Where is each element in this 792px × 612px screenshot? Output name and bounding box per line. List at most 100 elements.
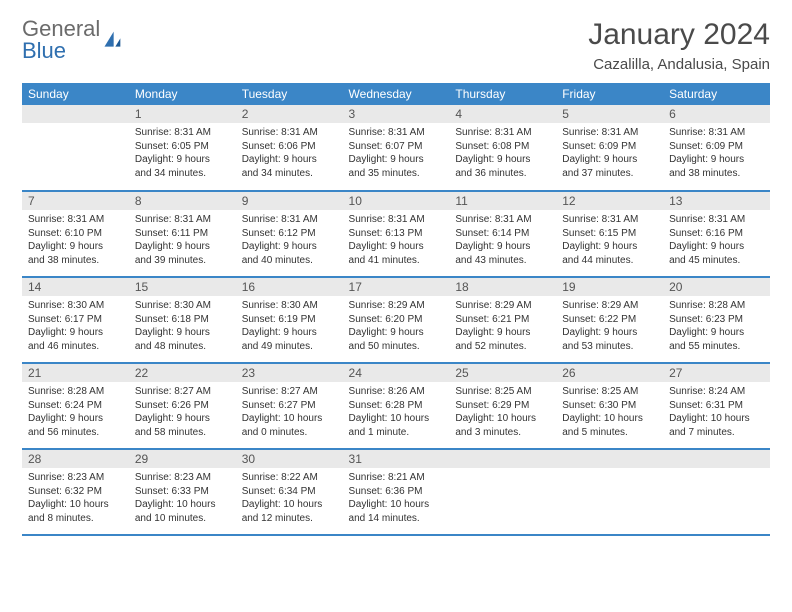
day-detail-line: and 40 minutes. xyxy=(242,254,337,268)
day-number xyxy=(22,105,129,123)
day-number: 4 xyxy=(449,105,556,123)
day-detail-line: Daylight: 9 hours xyxy=(242,240,337,254)
weekday-header-row: SundayMondayTuesdayWednesdayThursdayFrid… xyxy=(22,83,770,105)
month-title: January 2024 xyxy=(588,18,770,52)
day-number: 23 xyxy=(236,364,343,382)
calendar-day-cell xyxy=(449,449,556,535)
day-detail-line: Sunrise: 8:31 AM xyxy=(455,126,550,140)
day-detail-line: and 55 minutes. xyxy=(669,340,764,354)
day-detail-line: Daylight: 9 hours xyxy=(28,412,123,426)
day-detail-line: and 56 minutes. xyxy=(28,426,123,440)
day-number: 28 xyxy=(22,450,129,468)
day-number: 27 xyxy=(663,364,770,382)
day-detail-line: Sunrise: 8:31 AM xyxy=(349,213,444,227)
day-details: Sunrise: 8:23 AMSunset: 6:32 PMDaylight:… xyxy=(22,468,129,528)
day-detail-line: Sunset: 6:34 PM xyxy=(242,485,337,499)
day-detail-line: Daylight: 9 hours xyxy=(455,153,550,167)
day-details: Sunrise: 8:31 AMSunset: 6:07 PMDaylight:… xyxy=(343,123,450,183)
logo-bottom-word: Blue xyxy=(22,40,66,62)
day-detail-line: and 43 minutes. xyxy=(455,254,550,268)
day-detail-line: Daylight: 9 hours xyxy=(349,326,444,340)
calendar-day-cell: 27Sunrise: 8:24 AMSunset: 6:31 PMDayligh… xyxy=(663,363,770,449)
calendar-week-row: 7Sunrise: 8:31 AMSunset: 6:10 PMDaylight… xyxy=(22,191,770,277)
day-number: 31 xyxy=(343,450,450,468)
calendar-day-cell: 4Sunrise: 8:31 AMSunset: 6:08 PMDaylight… xyxy=(449,105,556,191)
day-detail-line: Sunrise: 8:28 AM xyxy=(28,385,123,399)
day-number: 24 xyxy=(343,364,450,382)
day-details: Sunrise: 8:24 AMSunset: 6:31 PMDaylight:… xyxy=(663,382,770,442)
weekday-header: Friday xyxy=(556,83,663,105)
day-detail-line: Sunrise: 8:28 AM xyxy=(669,299,764,313)
day-detail-line: Daylight: 9 hours xyxy=(455,240,550,254)
day-number xyxy=(556,450,663,468)
day-detail-line: Sunset: 6:31 PM xyxy=(669,399,764,413)
day-detail-line: Sunrise: 8:29 AM xyxy=(455,299,550,313)
day-detail-line: Sunset: 6:12 PM xyxy=(242,227,337,241)
calendar-day-cell: 25Sunrise: 8:25 AMSunset: 6:29 PMDayligh… xyxy=(449,363,556,449)
day-detail-line: Sunset: 6:09 PM xyxy=(562,140,657,154)
day-detail-line: Daylight: 9 hours xyxy=(135,153,230,167)
day-detail-line: and 12 minutes. xyxy=(242,512,337,526)
day-detail-line: Sunset: 6:07 PM xyxy=(349,140,444,154)
calendar-day-cell: 31Sunrise: 8:21 AMSunset: 6:36 PMDayligh… xyxy=(343,449,450,535)
day-number: 11 xyxy=(449,192,556,210)
day-detail-line: Sunrise: 8:25 AM xyxy=(562,385,657,399)
day-details: Sunrise: 8:31 AMSunset: 6:09 PMDaylight:… xyxy=(663,123,770,183)
day-detail-line: and 39 minutes. xyxy=(135,254,230,268)
calendar-day-cell: 16Sunrise: 8:30 AMSunset: 6:19 PMDayligh… xyxy=(236,277,343,363)
day-details: Sunrise: 8:31 AMSunset: 6:16 PMDaylight:… xyxy=(663,210,770,270)
calendar-day-cell: 12Sunrise: 8:31 AMSunset: 6:15 PMDayligh… xyxy=(556,191,663,277)
day-detail-line: Sunset: 6:26 PM xyxy=(135,399,230,413)
calendar-day-cell: 1Sunrise: 8:31 AMSunset: 6:05 PMDaylight… xyxy=(129,105,236,191)
day-number: 30 xyxy=(236,450,343,468)
day-detail-line: Sunset: 6:09 PM xyxy=(669,140,764,154)
day-detail-line: Sunset: 6:15 PM xyxy=(562,227,657,241)
day-detail-line: Daylight: 10 hours xyxy=(562,412,657,426)
day-number: 15 xyxy=(129,278,236,296)
day-details: Sunrise: 8:31 AMSunset: 6:08 PMDaylight:… xyxy=(449,123,556,183)
calendar-day-cell: 2Sunrise: 8:31 AMSunset: 6:06 PMDaylight… xyxy=(236,105,343,191)
day-detail-line: Sunrise: 8:31 AM xyxy=(562,126,657,140)
calendar-table: SundayMondayTuesdayWednesdayThursdayFrid… xyxy=(22,83,770,536)
calendar-day-cell: 30Sunrise: 8:22 AMSunset: 6:34 PMDayligh… xyxy=(236,449,343,535)
logo-top-word: General xyxy=(22,18,100,40)
day-detail-line: Daylight: 10 hours xyxy=(242,412,337,426)
day-number: 18 xyxy=(449,278,556,296)
day-detail-line: Sunset: 6:08 PM xyxy=(455,140,550,154)
day-detail-line: Sunrise: 8:27 AM xyxy=(135,385,230,399)
weekday-header: Saturday xyxy=(663,83,770,105)
day-detail-line: and 50 minutes. xyxy=(349,340,444,354)
day-details: Sunrise: 8:31 AMSunset: 6:09 PMDaylight:… xyxy=(556,123,663,183)
day-detail-line: Sunrise: 8:31 AM xyxy=(135,126,230,140)
day-details: Sunrise: 8:28 AMSunset: 6:23 PMDaylight:… xyxy=(663,296,770,356)
location-subtitle: Cazalilla, Andalusia, Spain xyxy=(588,56,770,73)
day-details: Sunrise: 8:31 AMSunset: 6:06 PMDaylight:… xyxy=(236,123,343,183)
day-number: 20 xyxy=(663,278,770,296)
calendar-day-cell xyxy=(663,449,770,535)
day-number: 14 xyxy=(22,278,129,296)
day-details xyxy=(556,468,663,474)
day-detail-line: and 8 minutes. xyxy=(28,512,123,526)
day-detail-line: and 34 minutes. xyxy=(242,167,337,181)
calendar-day-cell: 19Sunrise: 8:29 AMSunset: 6:22 PMDayligh… xyxy=(556,277,663,363)
day-details: Sunrise: 8:28 AMSunset: 6:24 PMDaylight:… xyxy=(22,382,129,442)
day-details: Sunrise: 8:27 AMSunset: 6:26 PMDaylight:… xyxy=(129,382,236,442)
day-details: Sunrise: 8:27 AMSunset: 6:27 PMDaylight:… xyxy=(236,382,343,442)
day-detail-line: Sunrise: 8:22 AM xyxy=(242,471,337,485)
day-details: Sunrise: 8:30 AMSunset: 6:17 PMDaylight:… xyxy=(22,296,129,356)
day-detail-line: and 5 minutes. xyxy=(562,426,657,440)
day-detail-line: and 58 minutes. xyxy=(135,426,230,440)
day-details: Sunrise: 8:30 AMSunset: 6:18 PMDaylight:… xyxy=(129,296,236,356)
day-detail-line: Sunrise: 8:30 AM xyxy=(242,299,337,313)
day-number: 2 xyxy=(236,105,343,123)
calendar-day-cell: 3Sunrise: 8:31 AMSunset: 6:07 PMDaylight… xyxy=(343,105,450,191)
calendar-week-row: 1Sunrise: 8:31 AMSunset: 6:05 PMDaylight… xyxy=(22,105,770,191)
day-detail-line: Sunrise: 8:31 AM xyxy=(28,213,123,227)
day-details: Sunrise: 8:25 AMSunset: 6:29 PMDaylight:… xyxy=(449,382,556,442)
day-detail-line: and 49 minutes. xyxy=(242,340,337,354)
logo-text-block: General Blue xyxy=(22,18,100,62)
day-number: 12 xyxy=(556,192,663,210)
day-number: 17 xyxy=(343,278,450,296)
day-detail-line: and 38 minutes. xyxy=(28,254,123,268)
day-detail-line: Sunset: 6:19 PM xyxy=(242,313,337,327)
